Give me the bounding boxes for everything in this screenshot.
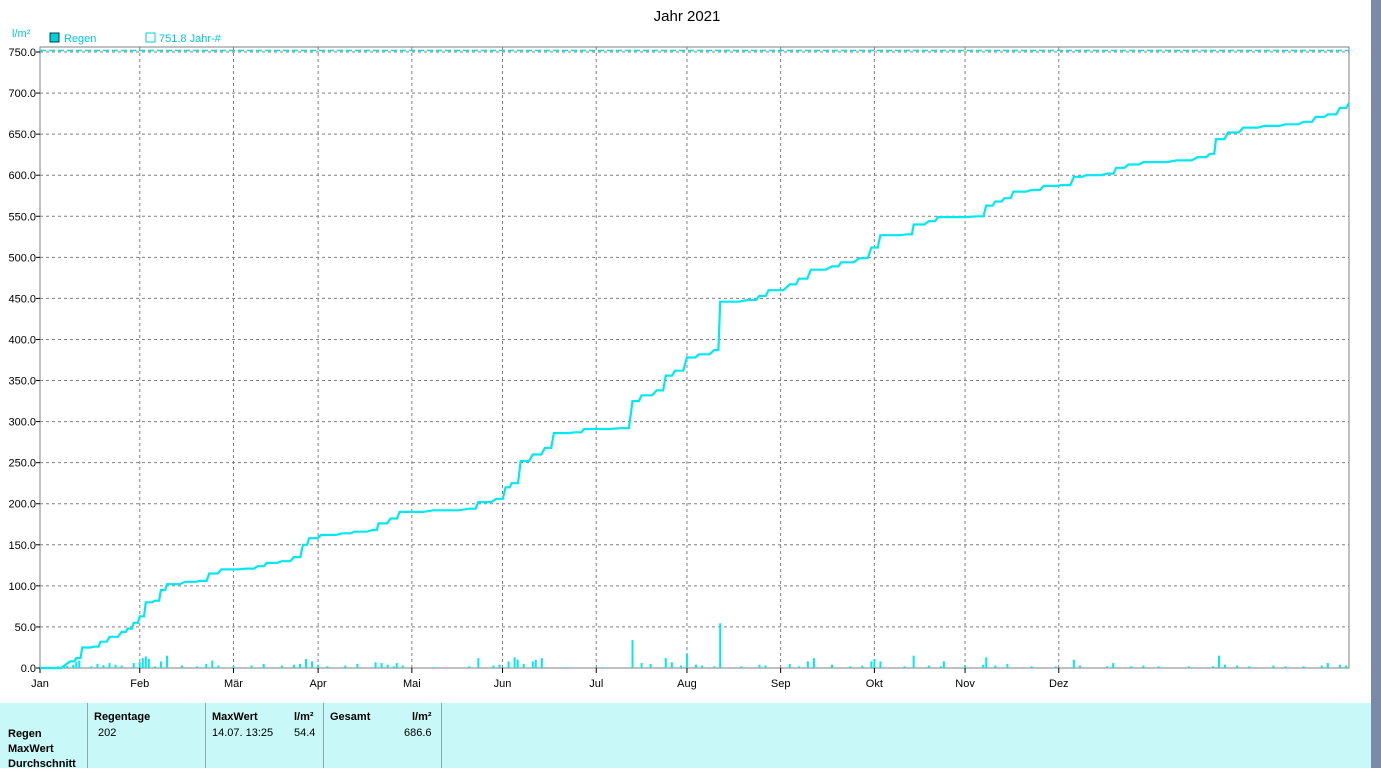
y-tick-label: 550.0 bbox=[8, 211, 36, 223]
maxwert-value: 54.4 bbox=[294, 727, 316, 739]
x-tick-label: Sep bbox=[771, 678, 791, 690]
y-tick-label: 600.0 bbox=[8, 170, 36, 182]
y-tick-label: 250.0 bbox=[8, 458, 36, 470]
x-tick-label: Jan bbox=[31, 678, 49, 690]
gesamt-value: 686.6 bbox=[404, 727, 432, 739]
row-label-durchschnitt: Durchschnitt bbox=[8, 758, 76, 770]
unit-maxwert: l/m² bbox=[294, 711, 314, 723]
x-tick-label: Feb bbox=[130, 678, 149, 690]
x-tick-label: Apr bbox=[310, 678, 327, 690]
legend-label-jahr: 751.8 Jahr-# bbox=[159, 33, 222, 45]
column-divider bbox=[441, 703, 442, 768]
y-tick-label: 100.0 bbox=[8, 581, 36, 593]
column-divider bbox=[323, 703, 324, 768]
y-tick-label: 150.0 bbox=[8, 540, 36, 552]
background-window-edge bbox=[1371, 0, 1381, 768]
y-tick-label: 750.0 bbox=[8, 47, 36, 59]
x-tick-label: Okt bbox=[866, 678, 883, 690]
unit-gesamt: l/m² bbox=[412, 711, 432, 723]
legend-swatch-regen bbox=[49, 32, 60, 43]
header-gesamt: Gesamt bbox=[330, 711, 371, 723]
y-tick-label: 450.0 bbox=[8, 293, 36, 305]
maxwert-date: 14.07. 13:25 bbox=[212, 727, 274, 739]
y-tick-label: 700.0 bbox=[8, 88, 36, 100]
x-tick-label: Jul bbox=[589, 678, 603, 690]
cumulative-rain-line bbox=[40, 102, 1350, 670]
column-divider bbox=[205, 703, 206, 768]
y-tick-label: 650.0 bbox=[8, 129, 36, 141]
x-tick-label: Mai bbox=[403, 678, 421, 690]
y-tick-label: 350.0 bbox=[8, 376, 36, 388]
header-regentage: Regentage bbox=[94, 711, 151, 723]
row-label-regen: Regen bbox=[8, 728, 42, 740]
x-tick-label: Jun bbox=[494, 678, 512, 690]
y-tick-label: 200.0 bbox=[8, 499, 36, 511]
y-tick-label: 0.0 bbox=[21, 663, 36, 675]
y-axis-label: l/m² bbox=[12, 28, 31, 40]
y-tick-label: 300.0 bbox=[8, 417, 36, 429]
chart: Jahr 2021 l/m² Regen 751.8 Jahr-# 0.0 50.… bbox=[8, 8, 1350, 690]
y-tick-label: 400.0 bbox=[8, 334, 36, 346]
chart-title: Jahr 2021 bbox=[654, 8, 721, 25]
value-regentage: 202 bbox=[98, 727, 117, 739]
row-label-maxwert: MaxWert bbox=[8, 743, 54, 755]
x-tick-label: Mär bbox=[224, 678, 243, 690]
y-tick-label: 50.0 bbox=[15, 622, 36, 634]
x-tick-label: Aug bbox=[677, 678, 697, 690]
y-tick-label: 500.0 bbox=[8, 252, 36, 264]
legend-label-regen: Regen bbox=[64, 33, 96, 45]
legend-swatch-jahr bbox=[145, 32, 156, 43]
x-tick-label: Dez bbox=[1049, 678, 1069, 690]
header-maxwert: MaxWert bbox=[212, 711, 258, 723]
column-divider bbox=[87, 703, 88, 768]
x-tick-label: Nov bbox=[955, 678, 975, 690]
statistics-panel: Regen MaxWert Durchschnitt Regentage 202… bbox=[0, 703, 1371, 770]
